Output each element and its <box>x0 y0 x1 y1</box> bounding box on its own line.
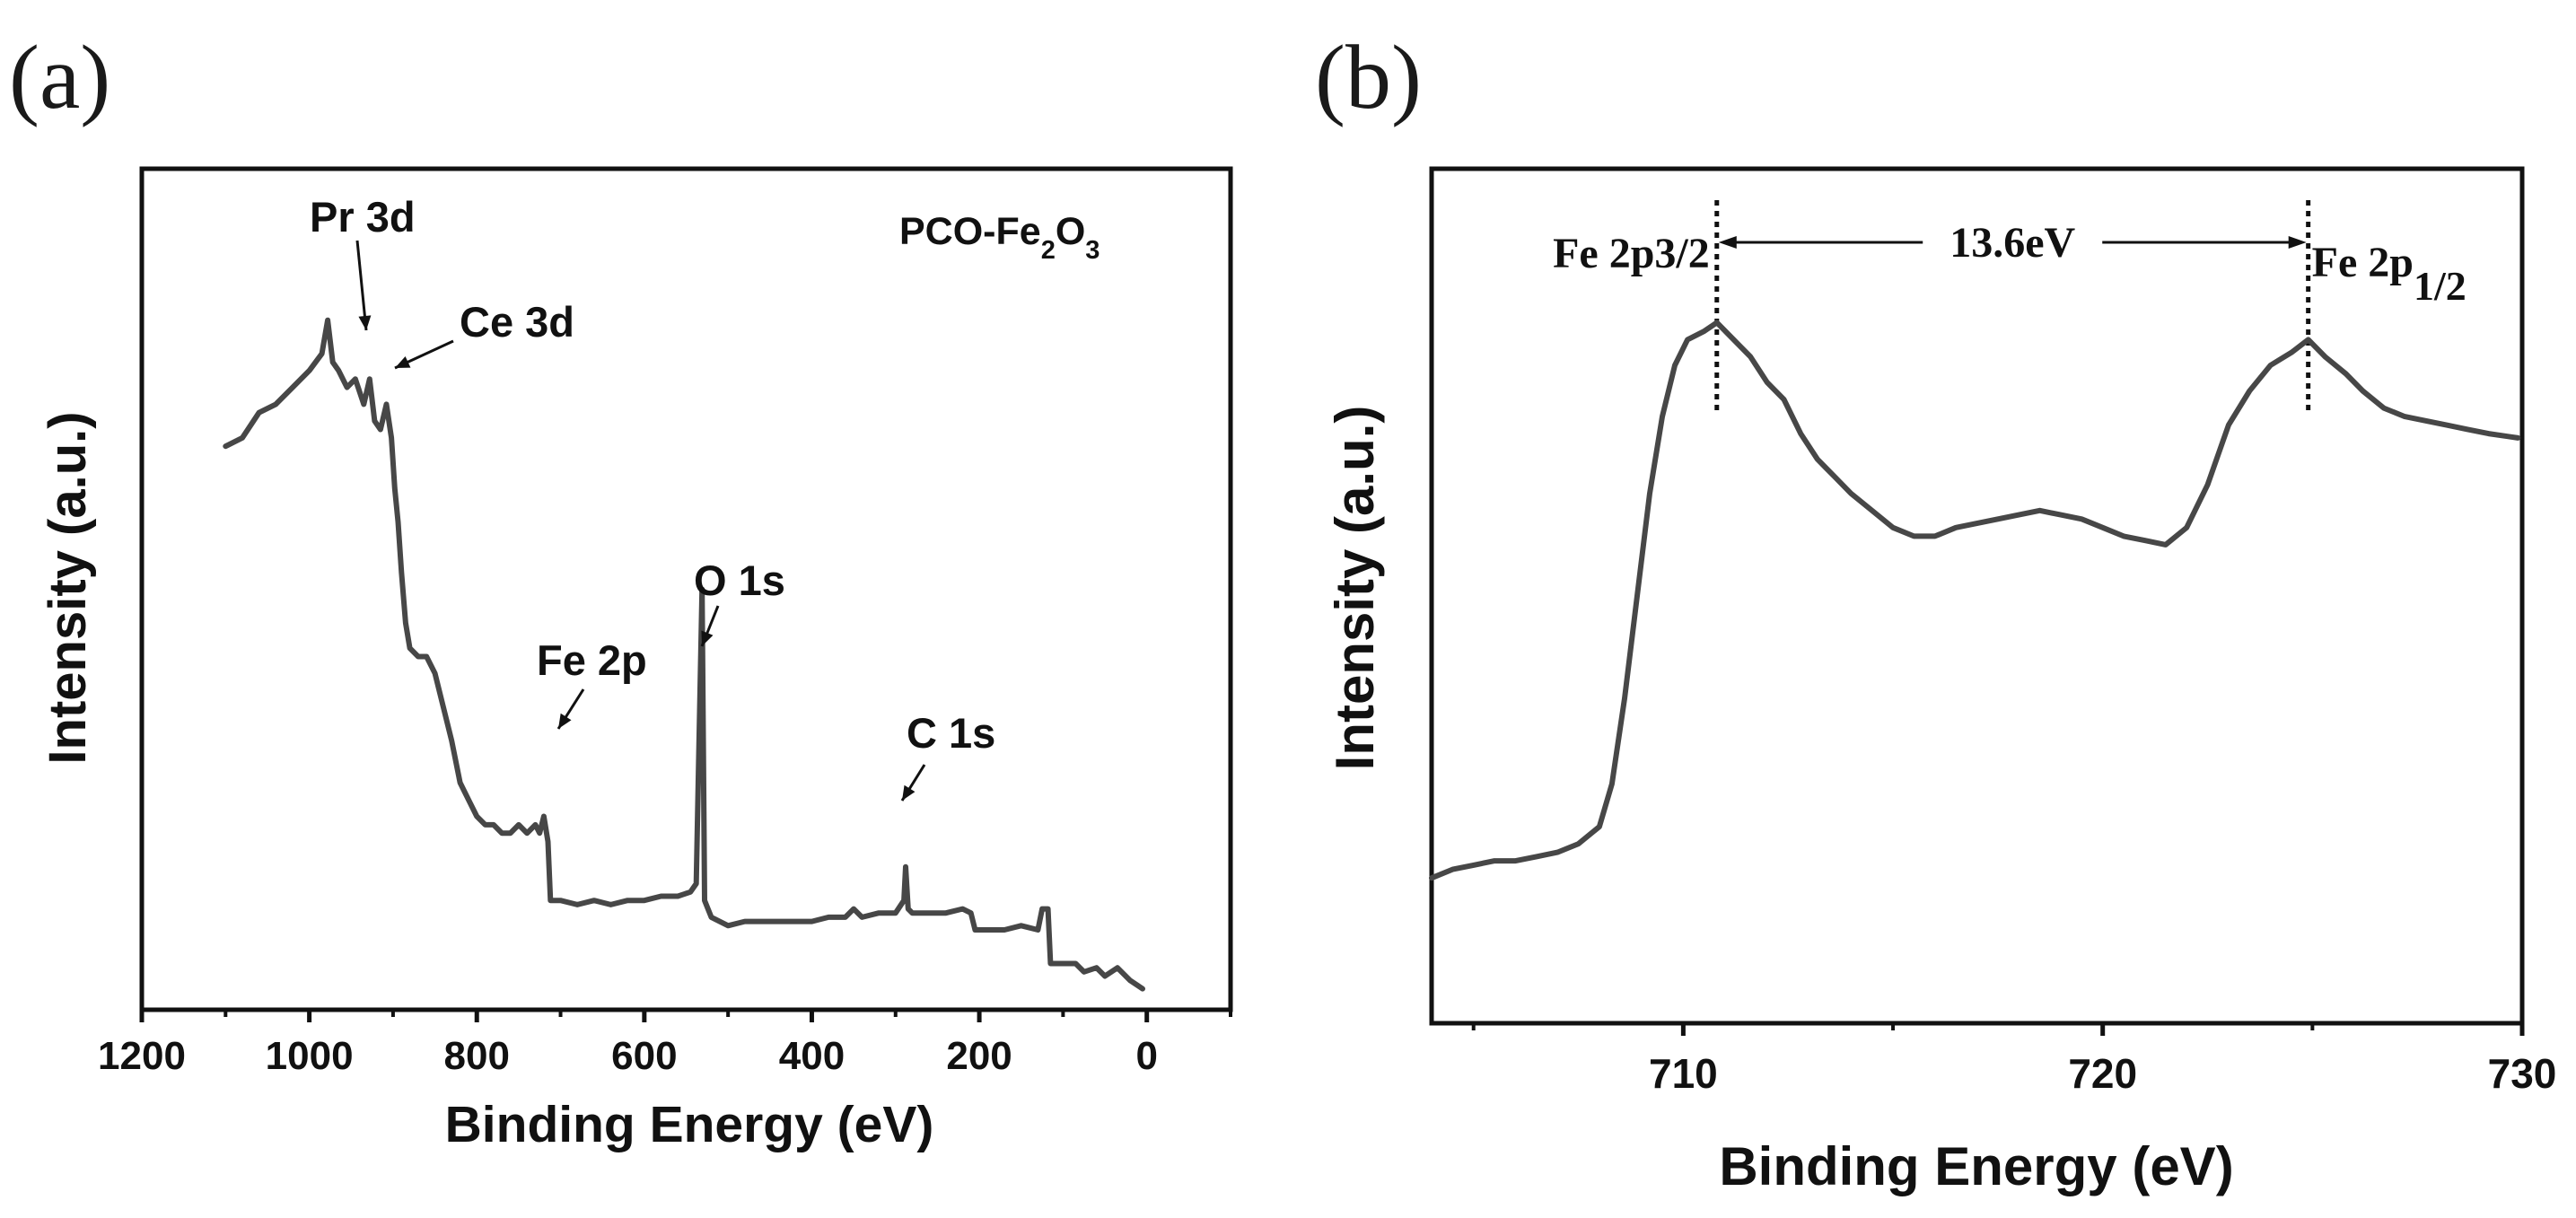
chart-a-xtick-label: 1200 <box>98 1034 186 1078</box>
chart-b-xtick-label: 730 <box>2488 1050 2557 1097</box>
chart-a-xtick-label: 400 <box>779 1034 845 1078</box>
panel-b-label: (b) <box>1315 27 1422 128</box>
chart-a-annotation-arrow <box>900 764 926 802</box>
chart-a-xtick-label: 0 <box>1135 1034 1157 1078</box>
chart-a-annotation-arrow <box>556 688 585 730</box>
chart-b-xtick-label: 720 <box>2068 1050 2137 1097</box>
chart-b-separation-arrow <box>1718 236 2307 249</box>
chart-a-annotation-arrow <box>700 605 720 647</box>
chart-b-peak-label: Fe 2p1/2 <box>2312 239 2466 309</box>
panel-a-label: (a) <box>9 27 110 128</box>
chart-a-annotation: Ce 3d <box>460 298 574 346</box>
chart-b-separation-label: 13.6eV <box>1950 219 2075 267</box>
chart-b-peak-label: Fe 2p3/2 <box>1553 230 1710 277</box>
chart-b-series-fe2p <box>1429 320 2521 881</box>
chart-a-xtick-label: 800 <box>444 1034 510 1078</box>
chart-b-frame <box>1429 166 2525 1026</box>
chart-a-annotation-arrow <box>355 240 372 331</box>
chart-b-xlabel: Binding Energy (eV) <box>1719 1136 2233 1196</box>
chart-a-xtick-label: 200 <box>946 1034 1012 1078</box>
chart-a-frame <box>139 166 1233 1012</box>
chart-a-sample-label: PCO-Fe2O3 <box>899 210 1100 265</box>
chart-b-ylabel: Intensity (a.u.) <box>1325 406 1385 771</box>
chart-a-annotation: C 1s <box>907 709 995 757</box>
chart-a-annotation: Fe 2p <box>537 636 647 684</box>
chart-b-xtick-label: 710 <box>1649 1050 1718 1097</box>
chart-a-xtick-label: 1000 <box>266 1034 354 1078</box>
chart-a-annotation: Pr 3d <box>310 193 416 241</box>
chart-a-annotation: O 1s <box>694 556 785 604</box>
chart-b: (b) 710 720 730 13.6eV Fe 2p3/2 Fe 2p1/2 Bi… <box>1315 27 2556 1196</box>
chart-a-xtick-label: 600 <box>611 1034 677 1078</box>
chart-a: (a) 1200 1000 800 600 400 200 0 Pr 3d Ce 3d O 1s… <box>9 27 1233 1153</box>
chart-a-xlabel: Binding Energy (eV) <box>445 1096 934 1153</box>
chart-a-series-survey <box>223 317 1145 992</box>
chart-a-ylabel: Intensity (a.u.) <box>39 411 97 764</box>
chart-a-annotation-arrow <box>394 339 454 370</box>
